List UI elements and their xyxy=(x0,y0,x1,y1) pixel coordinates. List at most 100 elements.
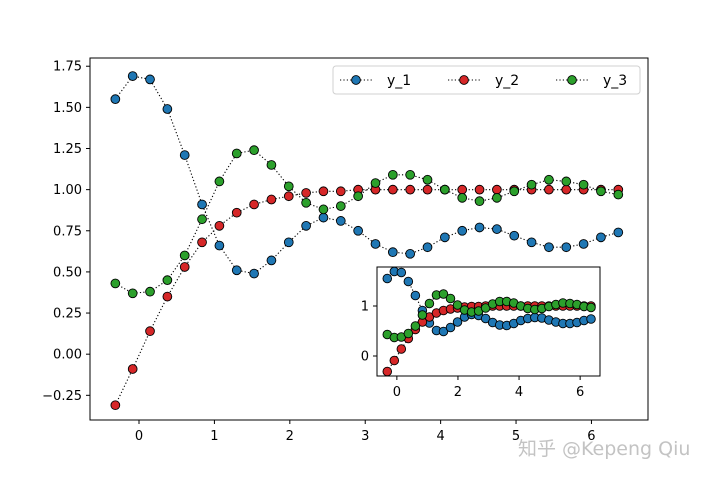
legend-frame xyxy=(332,65,641,95)
inset-point-y_1 xyxy=(438,326,449,337)
main-y-tick-label: 1.00 xyxy=(53,183,82,198)
main-point-y_1 xyxy=(231,265,242,276)
main-point-y_3 xyxy=(127,288,138,299)
main-point-y_2 xyxy=(249,199,259,210)
main-point-y_1 xyxy=(509,230,520,241)
main-point-y_2 xyxy=(110,400,121,411)
inset-point-y_3 xyxy=(445,293,456,304)
main-y-tick-label: 0.50 xyxy=(53,265,82,280)
main-point-y_2 xyxy=(231,207,242,218)
main-point-y_1 xyxy=(249,268,259,279)
main-point-y_1 xyxy=(561,242,572,253)
main-point-y_3 xyxy=(561,176,572,187)
main-point-y_3 xyxy=(353,191,363,202)
inset-point-y_1 xyxy=(480,313,491,324)
inset-point-y_3 xyxy=(586,302,596,313)
main-point-y_3 xyxy=(509,186,520,197)
main-point-y_3 xyxy=(214,176,225,187)
main-point-y_3 xyxy=(405,169,416,180)
main-point-y_1 xyxy=(474,222,485,233)
main-point-y_1 xyxy=(405,248,416,259)
main-point-y_2 xyxy=(162,291,173,302)
main-point-y_3 xyxy=(474,196,485,207)
main-point-y_2 xyxy=(266,194,277,205)
main-point-y_2 xyxy=(179,262,190,272)
main-point-y_3 xyxy=(440,184,450,195)
main-point-y_3 xyxy=(179,250,190,261)
inset-frame xyxy=(376,266,601,377)
main-point-y_2 xyxy=(405,184,416,195)
main-point-y_1 xyxy=(214,240,225,251)
main-point-y_3 xyxy=(318,204,329,215)
inset-point-y_2 xyxy=(396,344,407,354)
main-point-y_1 xyxy=(370,239,381,249)
main-point-y_1 xyxy=(179,150,190,160)
main-y-tick-label: 1.50 xyxy=(53,101,82,116)
main-point-y_2 xyxy=(474,184,485,195)
main-point-y_1 xyxy=(440,232,450,243)
main-point-y_3 xyxy=(370,178,381,188)
inset-point-y_1 xyxy=(396,267,407,278)
main-point-y_3 xyxy=(145,286,155,297)
main-point-y_2 xyxy=(127,364,138,374)
inset-y-tick-label: 0 xyxy=(361,350,369,365)
main-point-y_2 xyxy=(335,186,346,197)
main-point-y_1 xyxy=(613,227,624,238)
main-point-y_2 xyxy=(492,184,502,195)
main-point-y_3 xyxy=(335,201,346,211)
main-point-y_1 xyxy=(283,237,294,248)
legend-marker-y_2 xyxy=(459,75,469,85)
main-point-y_3 xyxy=(283,181,294,192)
watermark-text: 知乎 @Kepeng Qiu xyxy=(518,438,691,460)
main-point-y_1 xyxy=(578,239,589,249)
main-point-y_3 xyxy=(613,189,624,200)
inset-point-y_3 xyxy=(480,303,491,313)
inset-y-tick-label: 1 xyxy=(361,300,369,315)
main-point-y_1 xyxy=(596,232,606,243)
inset-point-y_3 xyxy=(410,321,421,331)
main-point-y_1 xyxy=(335,216,346,226)
main-point-y_1 xyxy=(162,104,173,114)
main-point-y_3 xyxy=(492,193,502,203)
main-point-y_1 xyxy=(353,225,363,236)
main-point-y_2 xyxy=(457,184,468,195)
main-point-y_3 xyxy=(596,186,606,197)
main-y-tick-label: −0.25 xyxy=(42,389,82,404)
inset-point-y_3 xyxy=(424,298,435,309)
inset-point-y_3 xyxy=(438,289,449,299)
main-series-line-y_1 xyxy=(114,75,619,275)
inset-point-y_2 xyxy=(389,355,400,366)
inset-point-y_1 xyxy=(445,322,456,333)
main-point-y_2 xyxy=(422,184,433,195)
main-x-tick-label: 2 xyxy=(286,429,294,444)
main-point-y_3 xyxy=(387,169,398,180)
inset-point-y_3 xyxy=(452,300,463,310)
inset-x-tick-label: 6 xyxy=(576,385,584,400)
main-point-y_3 xyxy=(301,197,311,208)
inset-point-y_2 xyxy=(382,366,393,377)
main-series-line-y_2 xyxy=(114,189,619,406)
inset-x-tick-label: 0 xyxy=(393,385,401,400)
main-point-y_2 xyxy=(318,186,329,197)
inset-point-y_1 xyxy=(452,317,463,327)
main-frame xyxy=(89,57,649,421)
main-point-y_2 xyxy=(197,237,207,248)
inset-point-y_3 xyxy=(403,328,414,339)
main-axes: 0 1 2 3 4 5 6 −0.25 0.00 0.25 0.50 0.75 1.00 1.25 1.50… xyxy=(42,57,649,444)
inset-point-y_3 xyxy=(417,310,428,320)
main-x-tick-label: 0 xyxy=(135,429,143,444)
main-point-y_1 xyxy=(318,212,329,223)
main-point-y_1 xyxy=(145,74,155,85)
main-point-y_1 xyxy=(422,242,433,253)
legend-marker-y_1 xyxy=(351,75,361,85)
main-point-y_3 xyxy=(578,179,589,190)
inset-x-tick-label: 4 xyxy=(515,385,523,400)
main-point-y_3 xyxy=(457,193,468,203)
main-point-y_3 xyxy=(544,174,554,185)
main-point-y_1 xyxy=(301,220,311,231)
main-y-tick-label: 0.75 xyxy=(53,224,82,239)
inset-point-y_1 xyxy=(403,276,414,287)
main-x-tick-label: 5 xyxy=(512,429,520,444)
main-y-tick-label: 1.25 xyxy=(53,142,82,157)
